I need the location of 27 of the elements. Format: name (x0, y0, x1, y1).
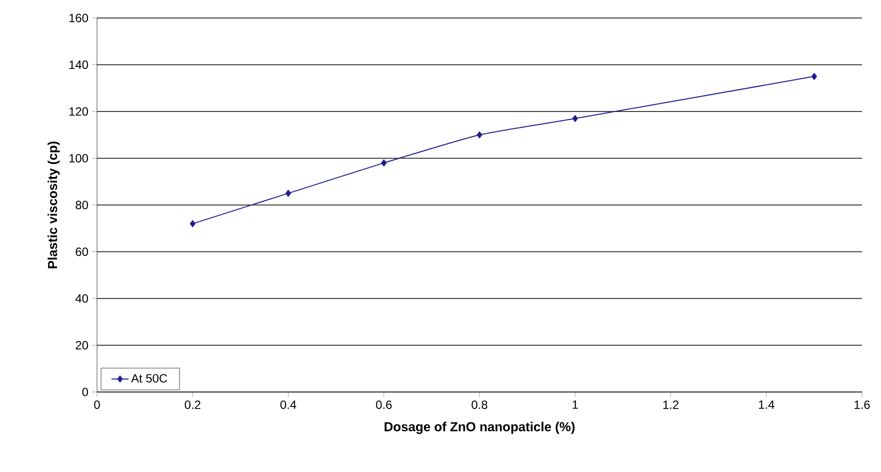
y-tick-label: 140 (69, 60, 88, 69)
x-tick-label: 1.4 (758, 400, 774, 409)
x-tick-label: 0 (94, 400, 100, 409)
x-tick-label: 0.2 (184, 400, 200, 409)
x-tick-label: 0.4 (280, 400, 296, 409)
point (476, 131, 482, 138)
y-tick-label: 120 (69, 107, 88, 116)
point (381, 159, 387, 166)
x-tick-label: 1.6 (854, 400, 870, 409)
y-tick-label: 100 (69, 154, 88, 162)
y-tick-label: 40 (75, 294, 88, 303)
y-axis-title: Plastic viscosity (cp) (48, 142, 60, 268)
y-tick-label: 80 (76, 200, 88, 210)
point (286, 190, 292, 197)
legend-label: At 50C (131, 374, 168, 383)
x-tick-label: 1 (572, 400, 578, 409)
y-tick-label: 60 (76, 248, 88, 256)
x-axis-title: Dosage of ZnO nanopaticle (%) (384, 422, 575, 434)
point (190, 220, 196, 228)
y-tick-label: 20 (76, 341, 88, 350)
x-tick-label: 0.6 (376, 400, 392, 409)
y-tick-label: 0 (82, 388, 88, 396)
x-tick-label: 1.2 (663, 400, 678, 409)
point (572, 115, 578, 122)
y-tick-label: 160 (69, 14, 88, 22)
point (811, 72, 817, 80)
x-tick-label: 0.8 (472, 400, 488, 409)
